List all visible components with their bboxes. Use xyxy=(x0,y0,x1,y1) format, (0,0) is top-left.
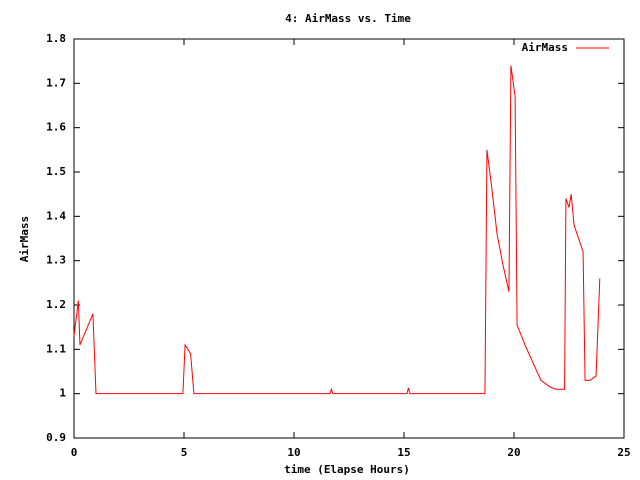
plot-border xyxy=(73,38,625,439)
y-tick-label: 0.9 xyxy=(46,431,66,444)
x-tick-label: 15 xyxy=(397,446,410,459)
x-tick-label: 10 xyxy=(287,446,300,459)
legend-label: AirMass xyxy=(522,41,568,54)
y-axis-label: AirMass xyxy=(18,216,31,262)
y-tick-label: 1.8 xyxy=(46,32,66,45)
x-tick-label: 0 xyxy=(71,446,78,459)
y-tick-label: 1.4 xyxy=(46,209,66,222)
x-tick-label: 20 xyxy=(507,446,520,459)
chart-title: 4: AirMass vs. Time xyxy=(285,12,411,25)
y-tick-label: 1.3 xyxy=(46,254,66,267)
y-tick-label: 1 xyxy=(59,387,66,400)
x-tick-label: 25 xyxy=(617,446,630,459)
x-tick-label: 5 xyxy=(181,446,188,459)
y-tick-label: 1.6 xyxy=(46,121,66,134)
y-tick-label: 1.2 xyxy=(46,298,66,311)
y-tick-label: 1.7 xyxy=(46,76,66,89)
y-tick-label: 1.1 xyxy=(46,342,66,355)
x-axis-label: time (Elapse Hours) xyxy=(284,463,410,476)
data-line xyxy=(73,65,601,395)
y-tick-label: 1.5 xyxy=(46,165,66,178)
